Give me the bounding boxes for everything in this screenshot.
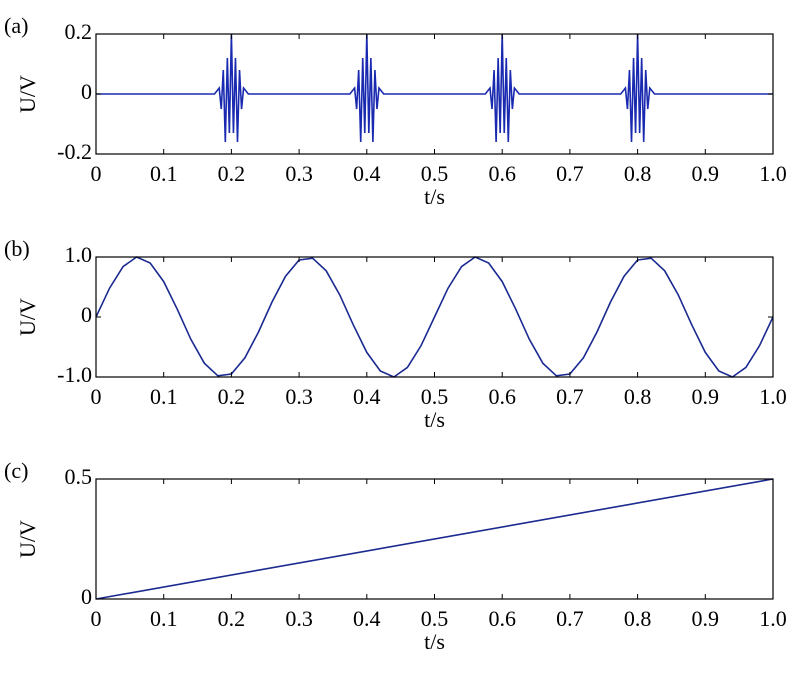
x-axis-label: t/s [424,629,445,654]
plot-area [96,256,773,378]
x-tick-label: 0.4 [353,384,381,409]
plot-area [96,478,773,600]
x-tick-label: 0.1 [150,606,178,631]
plot-area [96,33,773,143]
x-tick-label: 0.1 [150,384,178,409]
y-tick-label: 1.0 [65,242,93,267]
y-tick-label: 0 [81,302,92,327]
y-axis-label: U/V [15,298,40,336]
x-tick-label: 0.7 [556,384,584,409]
x-tick-label: 0.9 [692,384,720,409]
x-tick-label: 0.3 [285,161,313,186]
data-line [96,33,773,143]
x-tick-label: 0.5 [421,606,449,631]
x-tick-label: 0.3 [285,606,313,631]
x-tick-label: 0.8 [624,606,652,631]
x-tick-label: 0 [91,384,102,409]
x-tick-label: 0.6 [488,384,516,409]
panel-label: (c) [4,458,28,483]
y-tick-label: -1.0 [57,362,92,387]
x-tick-label: 0 [91,161,102,186]
x-tick-label: 0.8 [624,161,652,186]
x-tick-label: 1.0 [759,606,787,631]
panel-label: (a) [4,13,28,38]
x-tick-label: 0.7 [556,161,584,186]
x-tick-label: 0.4 [353,606,381,631]
x-tick-label: 0.5 [421,384,449,409]
x-tick-label: 0.8 [624,384,652,409]
y-tick-label: 0 [81,79,92,104]
x-tick-label: 0.5 [421,161,449,186]
x-tick-label: 0.9 [692,606,720,631]
y-tick-label: 0.5 [65,464,93,489]
x-tick-label: 0.3 [285,384,313,409]
y-tick-label: -0.2 [57,139,92,164]
x-tick-label: 0.7 [556,606,584,631]
y-tick-label: 0 [81,584,92,609]
x-tick-label: 0.6 [488,606,516,631]
x-tick-label: 0.1 [150,161,178,186]
x-tick-label: 0.2 [218,384,246,409]
x-tick-label: 0.4 [353,161,381,186]
x-tick-label: 0 [91,606,102,631]
x-axis-label: t/s [424,407,445,432]
y-tick-label: 0.2 [65,19,93,44]
y-axis-label: U/V [15,520,40,558]
x-tick-label: 0.6 [488,161,516,186]
y-axis-label: U/V [15,75,40,113]
x-tick-label: 0.9 [692,161,720,186]
x-axis-label: t/s [424,184,445,209]
panel-label: (b) [4,236,30,261]
data-line [96,478,773,600]
x-tick-label: 1.0 [759,384,787,409]
x-tick-label: 0.2 [218,161,246,186]
x-tick-label: 0.2 [218,606,246,631]
data-line [96,256,773,378]
x-tick-label: 1.0 [759,161,787,186]
